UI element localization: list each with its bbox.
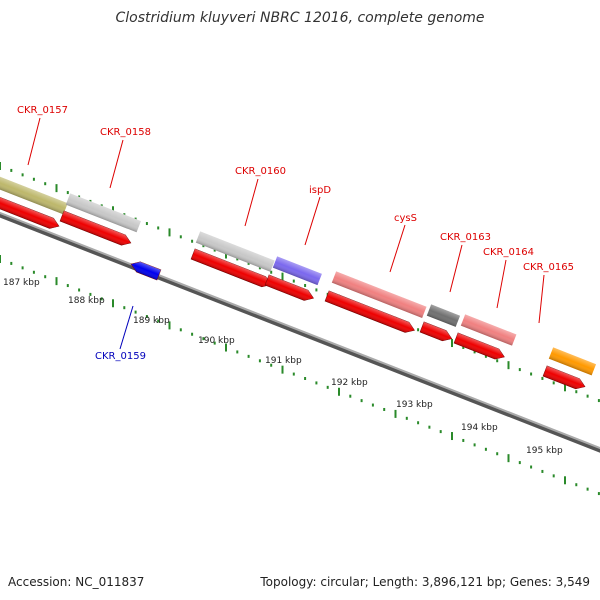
gene-leader-line (304, 196, 321, 246)
gene-box-ckr_0160 (195, 231, 275, 272)
kbp-tick-label: 189 kbp (133, 316, 170, 326)
kbp-tick-label: 188 kbp (68, 296, 105, 306)
gene-box-ckr_0164 (460, 314, 517, 346)
gene-box-ckr_0165 (548, 347, 597, 376)
cds-arrow-ckr_0165 (542, 365, 586, 390)
kbp-tick-label: 192 kbp (331, 378, 368, 388)
cds-arrow-ckr_0159 (130, 261, 162, 281)
gene-leader-line (244, 178, 259, 227)
cds-arrow-ckr_0163 (419, 321, 453, 342)
cds-arrow-ckr_0157 (0, 194, 60, 229)
cds-arrow-cyss (324, 290, 415, 333)
gene-label-ckr_0160: CKR_0160 (235, 166, 286, 177)
kbp-tick-label: 190 kbp (198, 336, 235, 346)
kbp-tick-label: 191 kbp (265, 356, 302, 366)
topology-text: Topology: circular; Length: 3,896,121 bp… (260, 575, 590, 589)
genome-title: Clostridium kluyveri NBRC 12016, complet… (115, 10, 485, 26)
gene-box-cyss (331, 271, 427, 318)
gene-label-ckr_0159: CKR_0159 (95, 351, 146, 362)
gene-leader-line (119, 305, 134, 350)
gene-leader-line (27, 117, 41, 166)
gene-leader-line (538, 274, 545, 324)
gene-box-ckr_0163 (426, 304, 461, 327)
cds-arrow-ckr_0158 (59, 210, 132, 246)
gene-label-ckr_0157: CKR_0157 (17, 105, 68, 116)
gene-label-ispd: ispD (309, 185, 331, 196)
kbp-tick-label: 193 kbp (396, 400, 433, 410)
genome-backbone (0, 212, 600, 453)
label-layer: 187 kbp 188 kbp 189 kbp 190 kbp 191 kbp 192 k… (3, 105, 574, 456)
genome-backbone-highlight (0, 211, 600, 450)
gene-leader-line (496, 259, 507, 309)
gene-leader-line (449, 244, 463, 293)
accession-text: Accession: NC_011837 (8, 575, 145, 589)
cds-arrow-ispd (264, 274, 314, 301)
cds-arrow-ckr_0164 (453, 332, 505, 360)
gene-leader-line (109, 139, 124, 189)
gene-leader-line (389, 224, 406, 273)
kbp-tick-label: 187 kbp (3, 278, 40, 288)
gene-label-ckr_0163: CKR_0163 (440, 232, 491, 243)
kbp-tick-label: 195 kbp (526, 446, 563, 456)
gene-label-ckr_0164: CKR_0164 (483, 247, 534, 258)
gene-label-cyss: cysS (394, 213, 417, 224)
gene-label-ckr_0158: CKR_0158 (100, 127, 151, 138)
gene-box-ispd (272, 256, 322, 286)
gene-box-ckr_0157 (0, 174, 68, 215)
kbp-tick-label: 194 kbp (461, 423, 498, 433)
gene-label-ckr_0165: CKR_0165 (523, 262, 574, 273)
backbone-layer (0, 211, 600, 453)
gene-box-ckr_0158 (65, 193, 141, 233)
feature-layer (0, 174, 597, 390)
